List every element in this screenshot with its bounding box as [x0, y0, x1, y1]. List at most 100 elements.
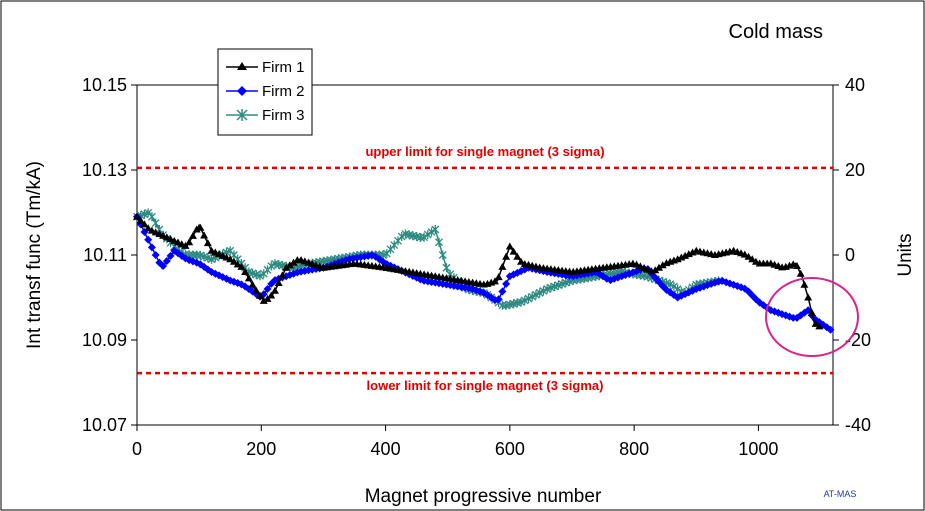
- data-point: [285, 261, 294, 269]
- data-point: [282, 263, 291, 271]
- legend-item-firm-3: Firm 3: [226, 107, 305, 124]
- data-point: [494, 273, 503, 281]
- data-point: [528, 292, 537, 302]
- data-point: [270, 286, 279, 294]
- data-point: [811, 319, 820, 327]
- data-point: [203, 239, 212, 247]
- data-point: [748, 255, 757, 263]
- data-point: [181, 241, 190, 249]
- y2-axis-label: Units: [895, 233, 916, 276]
- data-point: [517, 257, 526, 265]
- data-point: [490, 277, 499, 285]
- data-point: [524, 294, 533, 304]
- legend-item-firm-2: Firm 2: [226, 83, 305, 100]
- x-tick-label: 200: [246, 439, 276, 459]
- data-point: [267, 261, 276, 271]
- legend-diamond-marker: [237, 86, 247, 96]
- data-point: [669, 281, 678, 291]
- legend: Firm 1 Firm 2 Firm 3: [217, 48, 313, 136]
- data-point: [147, 243, 156, 252]
- data-point: [144, 235, 153, 244]
- data-point: [815, 322, 824, 330]
- data-point: [513, 252, 522, 260]
- data-point: [531, 290, 540, 300]
- x-tick-label: 1000: [738, 439, 778, 459]
- data-point: [133, 212, 141, 220]
- limit-lines: upper limit for single magnet (3 sigma) l…: [137, 144, 833, 393]
- data-point: [826, 325, 835, 334]
- data-point: [136, 216, 145, 224]
- data-point: [505, 242, 514, 250]
- data-point: [267, 291, 276, 299]
- y2-tick-label: 40: [845, 75, 865, 95]
- x-tick-label: 400: [371, 439, 401, 459]
- data-point: [800, 280, 809, 288]
- data-point: [162, 256, 171, 265]
- y-tick-label: 10.11: [83, 245, 127, 265]
- data-point: [241, 268, 250, 275]
- data-point: [494, 295, 503, 304]
- limit-label: upper limit for single magnet (3 sigma): [365, 144, 604, 159]
- data-point: [423, 230, 432, 240]
- data-point: [502, 252, 511, 260]
- data-point: [244, 274, 253, 282]
- y-tick-label: 10.07: [82, 415, 127, 435]
- y-tick-label: 10.09: [82, 330, 127, 350]
- data-point: [498, 287, 507, 296]
- data-point: [438, 250, 447, 260]
- y-axis-label: Int transf func (Tm/kA): [24, 161, 45, 349]
- legend-label-firm-1: Firm 1: [262, 59, 305, 76]
- data-point: [435, 237, 443, 247]
- data-point: [804, 293, 813, 301]
- data-point: [509, 247, 518, 255]
- data-point: [420, 232, 429, 242]
- x-axis: 0 200 400 600 800 1000: [132, 425, 778, 459]
- data-point: [673, 284, 682, 294]
- data-point: [233, 260, 242, 268]
- x-axis-label: Magnet progressive number: [365, 486, 602, 507]
- data-point: [200, 231, 209, 239]
- data-point: [427, 227, 436, 237]
- data-point: [274, 279, 283, 287]
- data-point: [229, 257, 238, 265]
- data-point: [651, 266, 660, 274]
- x-tick-label: 600: [495, 439, 525, 459]
- data-point: [520, 295, 529, 305]
- series-1: [133, 212, 824, 330]
- data-point: [744, 252, 753, 260]
- data-point: [397, 232, 406, 242]
- data-point: [166, 251, 175, 260]
- data-point: [796, 269, 805, 277]
- data-point: [278, 271, 287, 279]
- data-point: [256, 271, 265, 281]
- legend-box: [217, 48, 313, 136]
- data-point: [539, 286, 548, 296]
- data-point: [185, 238, 194, 246]
- data-point: [655, 263, 663, 271]
- data-point: [252, 286, 261, 294]
- x-tick-label: 0: [132, 439, 142, 459]
- y-tick-label: 10.15: [82, 75, 127, 95]
- data-point: [159, 262, 168, 271]
- data-point: [248, 287, 257, 296]
- data-point: [237, 262, 246, 270]
- series-3: [133, 208, 723, 310]
- data-point: [226, 255, 235, 263]
- data-point: [792, 262, 801, 270]
- data-point: [666, 279, 675, 289]
- data-point: [263, 285, 272, 293]
- y2-tick-label: -20: [845, 330, 871, 350]
- legend-triangle-marker: [237, 62, 247, 70]
- footer-tag: AT-MAS: [824, 489, 857, 499]
- data-point: [140, 220, 149, 228]
- data-point: [658, 261, 667, 269]
- data-point: [289, 258, 298, 266]
- data-point: [442, 263, 451, 273]
- data-point: [352, 253, 361, 262]
- y2-tick-label: 0: [845, 245, 855, 265]
- y2-tick-label: -40: [845, 415, 871, 435]
- data-point: [248, 280, 257, 288]
- legend-label-firm-2: Firm 2: [262, 83, 305, 100]
